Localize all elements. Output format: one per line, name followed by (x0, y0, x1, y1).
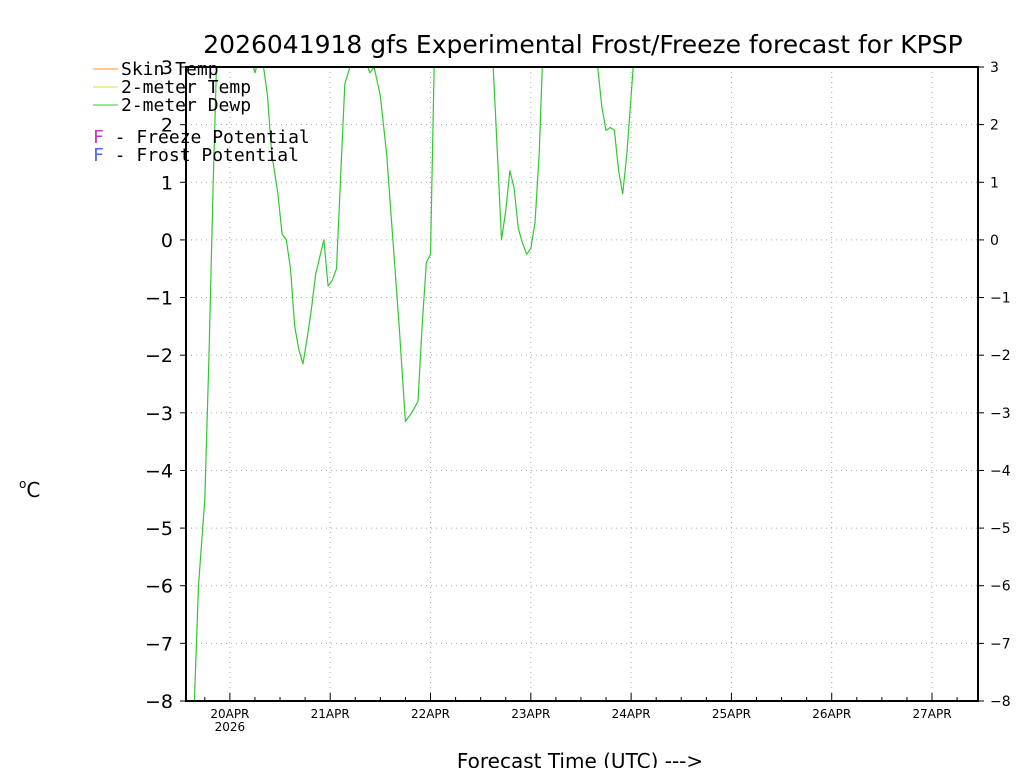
frost-potential-legend: F - Frost Potential (93, 145, 299, 166)
y-tick-label-left: −6 (145, 576, 173, 598)
legend: Skin Temp 2-meter Temp 2-meter Dewp F - … (93, 59, 310, 166)
y-axis-right: 3 2 1 0 −1 −2 −3 −4 −5 −6 −7 −8 (978, 60, 1011, 710)
y-tick-label-left: 3 (161, 57, 173, 79)
freeze-potential-letter: F (93, 127, 104, 148)
y-tick-label-right: 3 (990, 60, 999, 76)
freeze-potential-text: - Freeze Potential (104, 127, 310, 148)
y-tick-label-right: −2 (990, 348, 1011, 364)
x-tick-label: 27APR (912, 707, 951, 721)
x-tick-label: 22APR (411, 707, 450, 721)
frost-potential-letter: F (93, 145, 104, 166)
legend-label-2m-temp: 2-meter Temp (121, 77, 251, 98)
x-tick-label: 25APR (712, 707, 751, 721)
y-tick-label-left: −8 (145, 691, 173, 713)
y-tick-label-left: −1 (145, 288, 173, 310)
y-tick-label-right: −5 (990, 521, 1011, 537)
y-tick-label-left: 1 (161, 172, 173, 194)
x-tick-sublabel: 2026 (215, 720, 246, 734)
plot-frame (185, 66, 979, 702)
frost-potential-text: - Frost Potential (104, 145, 299, 166)
y-tick-label-left: −2 (145, 345, 173, 367)
x-axis-label: Forecast Time (UTC) ---> (457, 749, 703, 768)
series-layer (193, 67, 634, 701)
freeze-potential-legend: F - Freeze Potential (93, 127, 310, 148)
y-tick-label-left: −3 (145, 403, 173, 425)
y-axis-label-unit: C (26, 478, 40, 502)
y-axis-label-degree: o (19, 477, 26, 491)
legend-label-skin-temp: Skin Temp (121, 59, 219, 80)
y-tick-label-right: −4 (990, 463, 1011, 479)
y-tick-label-right: −1 (990, 291, 1011, 307)
y-tick-label-left: 0 (161, 230, 173, 252)
series-line-2m-dewp (193, 67, 634, 701)
y-tick-label-right: −8 (990, 694, 1011, 710)
x-tick-label: 21APR (311, 707, 350, 721)
y-tick-label-right: −3 (990, 406, 1011, 422)
grid-lines (186, 66, 978, 702)
x-tick-label: 26APR (812, 707, 851, 721)
y-tick-label-left: −7 (145, 633, 173, 655)
y-tick-label-left: 2 (161, 115, 173, 137)
y-axis-label: oC (19, 477, 40, 502)
x-tick-label: 23APR (511, 707, 550, 721)
x-tick-label: 24APR (612, 707, 651, 721)
y-tick-label-right: 0 (990, 233, 999, 249)
y-tick-label-right: −6 (990, 579, 1011, 595)
chart-title: 2026041918 gfs Experimental Frost/Freeze… (203, 30, 962, 59)
y-tick-label-right: −7 (990, 636, 1011, 652)
x-tick-label: 20APR (210, 707, 249, 721)
legend-label-2m-dewp: 2-meter Dewp (121, 95, 251, 116)
y-tick-label-left: −4 (145, 460, 173, 482)
y-tick-label-right: 1 (990, 175, 999, 191)
y-tick-label-right: 2 (990, 118, 999, 134)
y-axis-left: 3 2 1 0 −1 −2 −3 −4 −5 −6 −7 −8 (145, 57, 186, 713)
y-tick-label-left: −5 (145, 518, 173, 540)
